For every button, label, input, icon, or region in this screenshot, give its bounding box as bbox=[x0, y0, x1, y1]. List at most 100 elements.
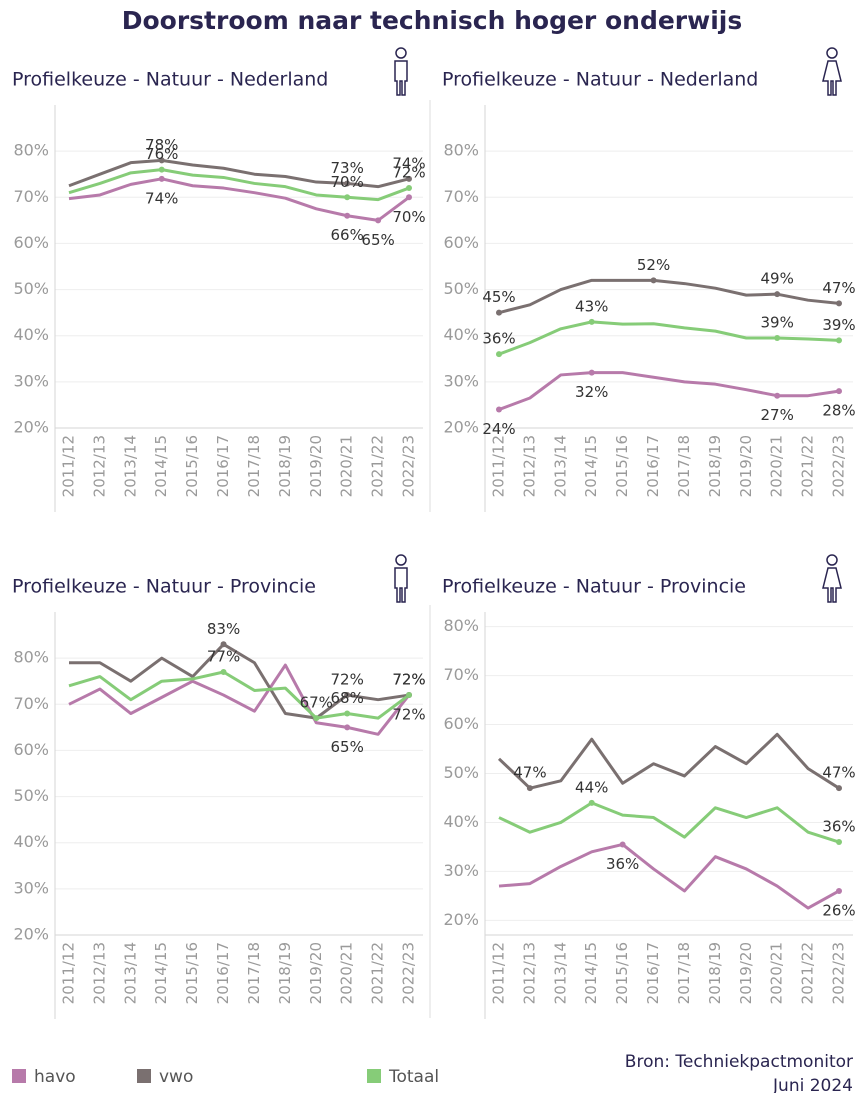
legend-label: havo bbox=[34, 1067, 76, 1087]
x-tick-label: 2013/14 bbox=[121, 435, 139, 497]
data-label: 65% bbox=[331, 738, 364, 756]
x-tick-label: 2016/17 bbox=[214, 942, 232, 1004]
data-label: 76% bbox=[145, 145, 178, 163]
y-tick-label: 60% bbox=[13, 740, 49, 759]
data-point bbox=[344, 692, 351, 699]
y-tick-label: 20% bbox=[443, 418, 479, 437]
x-tick-label: 2013/14 bbox=[551, 435, 569, 497]
data-label: 27% bbox=[761, 406, 794, 424]
legend-label: Totaal bbox=[388, 1067, 439, 1087]
data-label: 65% bbox=[361, 231, 394, 249]
y-tick-label: 50% bbox=[443, 279, 479, 298]
data-point bbox=[774, 291, 781, 298]
x-tick-label: 2020/21 bbox=[338, 435, 356, 497]
x-tick-label: 2020/21 bbox=[768, 942, 786, 1004]
y-tick-label: 30% bbox=[13, 371, 49, 390]
chart-subtitle: Profielkeuze - Natuur - Nederland bbox=[12, 69, 328, 91]
male-icon bbox=[394, 554, 408, 603]
x-tick-label: 2015/16 bbox=[613, 435, 631, 497]
y-tick-label: 60% bbox=[13, 233, 49, 252]
page-title: Doorstroom naar technisch hoger onderwij… bbox=[122, 6, 742, 35]
x-tick-label: 2022/23 bbox=[830, 942, 848, 1004]
data-label: 39% bbox=[822, 316, 855, 334]
chart-subtitle: Profielkeuze - Natuur - Provincie bbox=[12, 576, 316, 598]
data-point bbox=[313, 715, 320, 722]
series-line bbox=[68, 158, 410, 189]
x-tick-label: 2011/12 bbox=[60, 942, 78, 1004]
data-point bbox=[496, 309, 502, 316]
x-tick-label: 2012/13 bbox=[520, 435, 538, 497]
data-label: 39% bbox=[761, 314, 794, 332]
data-point bbox=[344, 180, 351, 187]
y-tick-label: 80% bbox=[13, 648, 49, 667]
data-label: 47% bbox=[513, 764, 546, 782]
series-line bbox=[498, 842, 840, 910]
data-label: 36% bbox=[606, 855, 639, 873]
series-line bbox=[68, 670, 410, 720]
data-label: 26% bbox=[822, 901, 855, 919]
data-label: 74% bbox=[145, 189, 178, 207]
y-tick-label: 60% bbox=[443, 714, 479, 733]
data-point bbox=[836, 388, 842, 395]
data-label: 24% bbox=[482, 420, 515, 438]
y-tick-label: 20% bbox=[13, 925, 49, 944]
source-date: Juni 2024 bbox=[772, 1076, 853, 1093]
x-tick-label: 2019/20 bbox=[307, 942, 325, 1004]
data-point bbox=[836, 337, 842, 344]
x-tick-label: 2020/21 bbox=[768, 435, 786, 497]
x-tick-label: 2011/12 bbox=[60, 435, 78, 497]
x-tick-label: 2019/20 bbox=[737, 942, 755, 1004]
x-tick-label: 2014/15 bbox=[582, 942, 600, 1004]
data-point bbox=[836, 300, 842, 307]
x-tick-label: 2021/22 bbox=[369, 942, 387, 1004]
x-tick-label: 2021/22 bbox=[799, 942, 817, 1004]
y-tick-label: 40% bbox=[13, 832, 49, 851]
data-point bbox=[344, 710, 351, 717]
data-label: 72% bbox=[331, 671, 364, 689]
data-label: 43% bbox=[575, 297, 608, 315]
x-tick-label: 2021/22 bbox=[369, 435, 387, 497]
data-label: 36% bbox=[482, 330, 515, 348]
x-tick-label: 2022/23 bbox=[400, 942, 418, 1004]
x-tick-label: 2016/17 bbox=[644, 942, 662, 1004]
x-tick-label: 2019/20 bbox=[737, 435, 755, 497]
data-point bbox=[588, 318, 595, 325]
x-tick-label: 2017/18 bbox=[245, 435, 263, 497]
male-icon bbox=[394, 47, 408, 96]
series-line bbox=[497, 732, 840, 790]
data-label: 70% bbox=[392, 208, 425, 226]
y-tick-label: 50% bbox=[13, 786, 49, 805]
data-point bbox=[158, 157, 165, 164]
data-label: 52% bbox=[637, 256, 670, 274]
x-tick-label: 2015/16 bbox=[613, 942, 631, 1004]
x-tick-label: 2017/18 bbox=[675, 435, 693, 497]
x-tick-label: 2011/12 bbox=[490, 435, 508, 497]
data-label: 74% bbox=[392, 154, 425, 172]
series-line bbox=[68, 168, 410, 202]
data-point bbox=[619, 841, 626, 848]
x-tick-label: 2021/22 bbox=[799, 435, 817, 497]
y-tick-label: 20% bbox=[443, 910, 479, 929]
x-tick-label: 2015/16 bbox=[183, 942, 201, 1004]
x-tick-label: 2018/19 bbox=[276, 942, 294, 1004]
legend-label: vwo bbox=[159, 1067, 193, 1087]
data-point bbox=[836, 839, 842, 846]
data-point bbox=[836, 785, 842, 792]
y-tick-label: 60% bbox=[443, 233, 479, 252]
x-tick-label: 2014/15 bbox=[152, 435, 170, 497]
y-tick-label: 20% bbox=[13, 418, 49, 437]
legend-swatch bbox=[137, 1069, 151, 1083]
data-point bbox=[774, 392, 781, 399]
x-tick-label: 2013/14 bbox=[551, 942, 569, 1004]
series-line bbox=[69, 642, 410, 720]
series-line bbox=[498, 801, 840, 844]
series-line bbox=[498, 278, 840, 315]
data-label: 70% bbox=[331, 173, 364, 191]
icons bbox=[394, 47, 842, 603]
chart-subtitle: Profielkeuze - Natuur - Provincie bbox=[442, 576, 746, 598]
data-label: 32% bbox=[575, 383, 608, 401]
data-point bbox=[406, 185, 412, 192]
x-tick-label: 2012/13 bbox=[90, 942, 108, 1004]
x-tick-label: 2013/14 bbox=[121, 942, 139, 1004]
